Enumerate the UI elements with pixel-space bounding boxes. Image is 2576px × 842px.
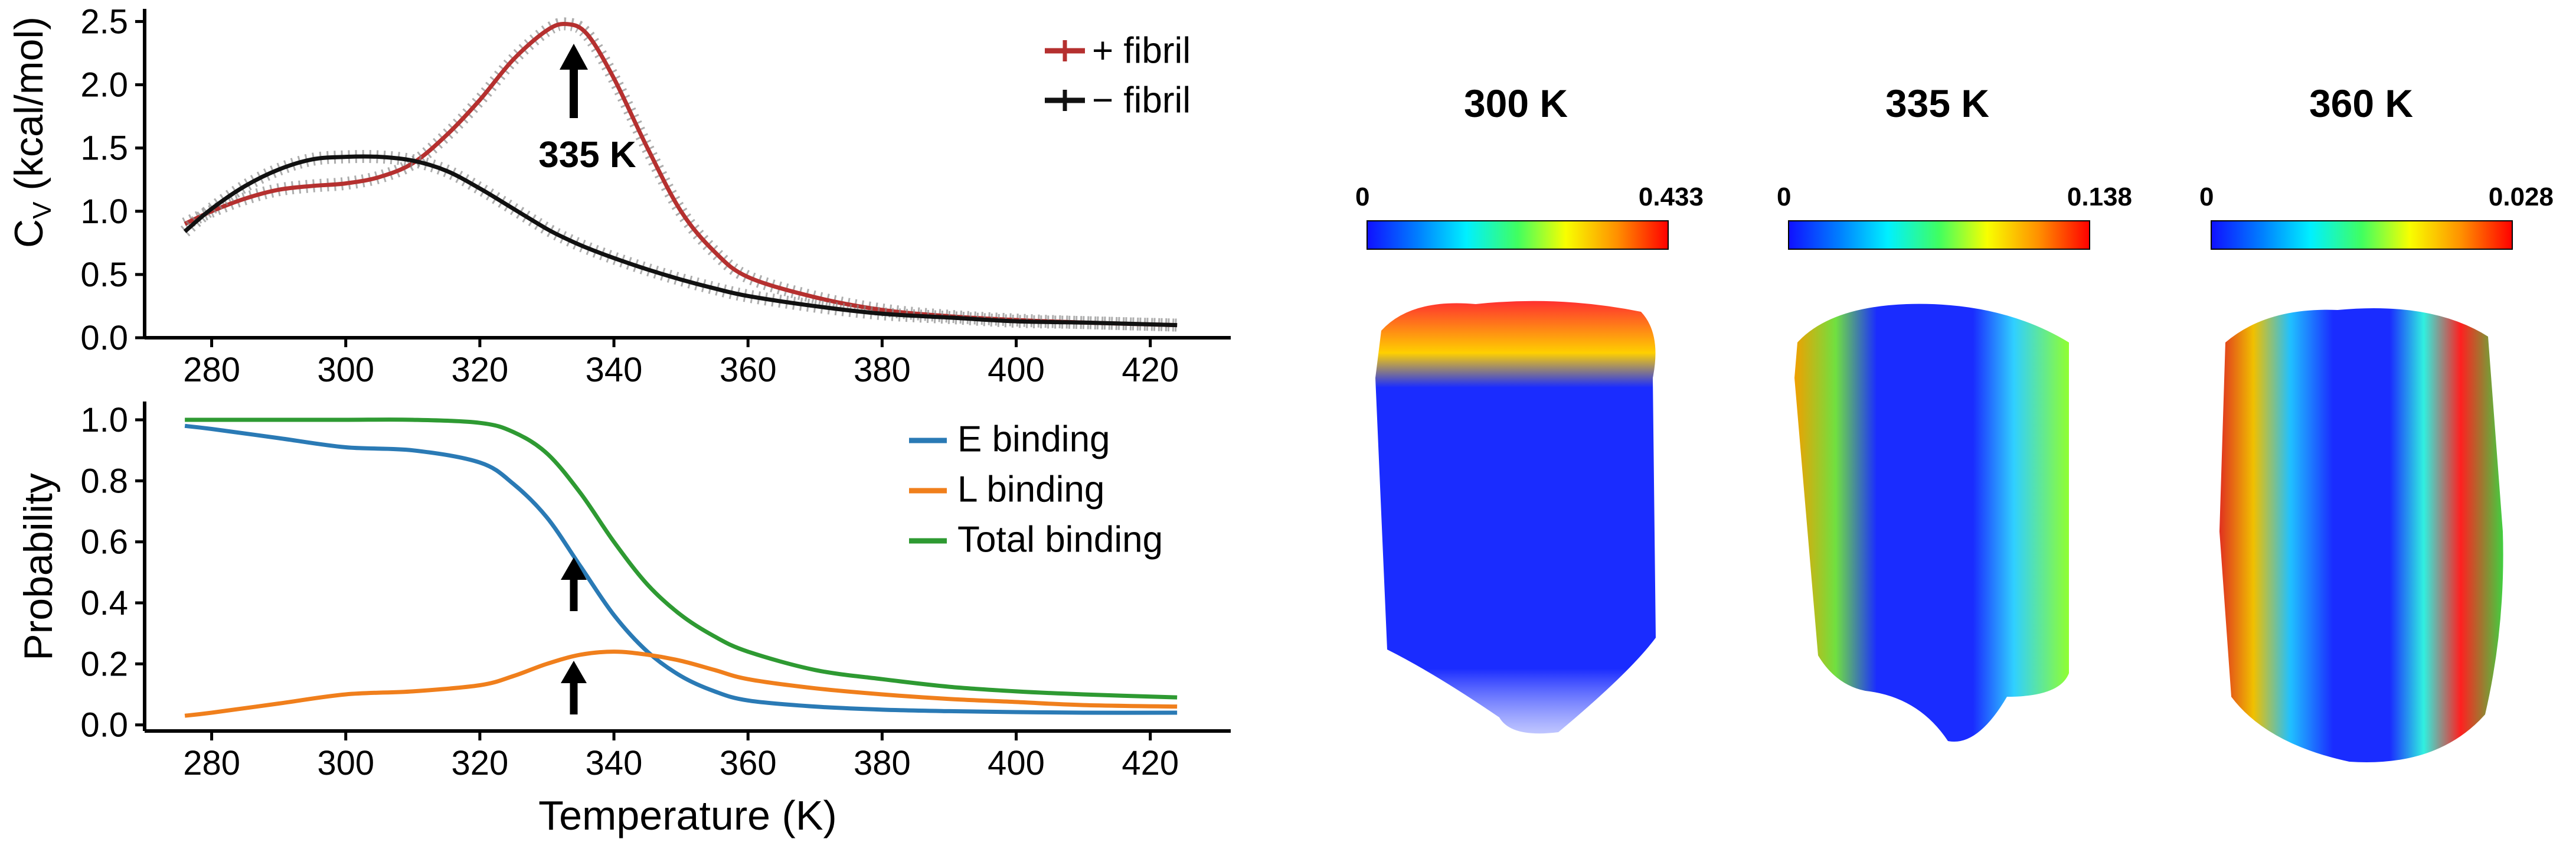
fibril-structure-300k [1375,301,1656,734]
colorbar-300k [1367,220,1669,250]
legend-label-total-binding: Total binding [957,519,1163,560]
colorbar-max-335k: 0.138 [2067,182,2132,211]
cv-x-tick-label: 280 [183,351,240,389]
probability-x-tick-label: 280 [183,744,240,782]
probability-y-tick-label: 1.0 [80,401,128,439]
probability-legend: E binding L binding Total binding [909,419,1163,560]
cv-legend: + fibril − fibril [1045,30,1191,120]
cv-y-label-main: C [6,219,51,248]
probability-x-tick-label: 360 [720,744,777,782]
cv-y-label-rest: (kcal/mol) [6,17,51,202]
structure-panel-360k: 360 K 0 0.028 [2199,81,2554,762]
probability-series-line-l-binding [184,650,1178,718]
colorbar-335k [1788,220,2090,250]
probability-series-line-e-binding [184,423,1178,715]
cv-y-tick-label: 0.5 [80,256,128,294]
cv-x-tick-label: 320 [452,351,509,389]
cv-chart: 280 300 320 340 360 380 400 420 0.0 0.5 1.0 1.5 2.0 2… [6,2,1231,389]
cv-x-tick-label: 380 [854,351,911,389]
probability-y-axis-label: Probability [16,473,61,661]
legend-label-e-binding: E binding [957,419,1110,459]
fibril-structure-335k [1794,303,2069,742]
colorbar-360k [2211,220,2513,250]
probability-x-tick-label: 320 [452,744,509,782]
cv-x-tick-label: 400 [988,351,1045,389]
cv-y-axis-label: CV (kcal/mol) [6,17,57,248]
cv-legend-label-minus: − fibril [1092,80,1191,120]
cv-x-tick-label: 300 [317,351,374,389]
cv-y-tick-label: 0.0 [80,319,128,357]
cv-x-tick-label: 340 [586,351,643,389]
cv-y-label-sub: V [28,201,57,219]
peak-arrow [560,44,588,118]
probability-x-tick-label: 400 [988,744,1045,782]
cv-y-tick-label: 1.5 [80,129,128,168]
cv-y-tick-label: 1.0 [80,192,128,231]
legend-label-l-binding: L binding [957,469,1104,510]
probability-x-tick-label: 420 [1122,744,1179,782]
cv-series-group [180,17,1178,332]
probability-x-tick-label: 300 [317,744,374,782]
l-binding-arrow [561,661,587,714]
probability-y-tick-label: 0.0 [80,706,128,745]
colorbar-max-360k: 0.028 [2489,182,2554,211]
structure-panel-335k: 335 K 0 0.138 [1777,81,2132,742]
panel-title-335k: 335 K [1885,81,1989,125]
peak-annotation: 335 K [538,135,636,175]
colorbar-min-300k: 0 [1355,182,1369,211]
panel-title-360k: 360 K [2309,81,2413,125]
probability-y-tick-label: 0.4 [80,584,128,622]
probability-chart: 280 300 320 340 360 380 400 420 0.0 0.2 0.4 0.6 0.8 1… [16,401,1231,838]
cv-errorbars-fibril [180,149,1178,332]
probability-series-line-total-binding [185,417,1178,700]
peak-arrow-head [560,44,588,70]
cv-legend-label-plus: + fibril [1092,30,1191,71]
probability-y-tick-label: 0.2 [80,645,128,683]
cv-y-tick-label: 2.5 [80,2,128,41]
probability-y-tick-label: 0.6 [80,523,128,562]
l-binding-arrow-head [561,661,587,683]
e-binding-arrow [561,557,587,611]
panel-title-300k: 300 K [1464,81,1568,125]
cv-tick-group: 280 300 320 340 360 380 400 420 0.0 0.5 1.0 1.5 2.0 2… [80,2,1179,389]
cv-series-line-fibril [183,154,1178,328]
structure-panel-300k: 300 K 0 0.433 [1355,81,1704,734]
probability-y-tick-label: 0.8 [80,462,128,500]
cv-x-tick-label: 360 [720,351,777,389]
probability-series-group [184,417,1178,718]
fibril-structure-360k [2219,308,2503,762]
colorbar-min-335k: 0 [1777,182,1791,211]
probability-x-tick-label: 380 [854,744,911,782]
cv-y-tick-label: 2.0 [80,66,128,105]
x-axis-label: Temperature (K) [538,792,837,838]
colorbar-max-300k: 0.433 [1639,182,1704,211]
cv-x-tick-label: 420 [1122,351,1179,389]
probability-x-tick-label: 340 [586,744,643,782]
colorbar-min-360k: 0 [2199,182,2214,211]
e-binding-arrow-head [561,557,587,580]
